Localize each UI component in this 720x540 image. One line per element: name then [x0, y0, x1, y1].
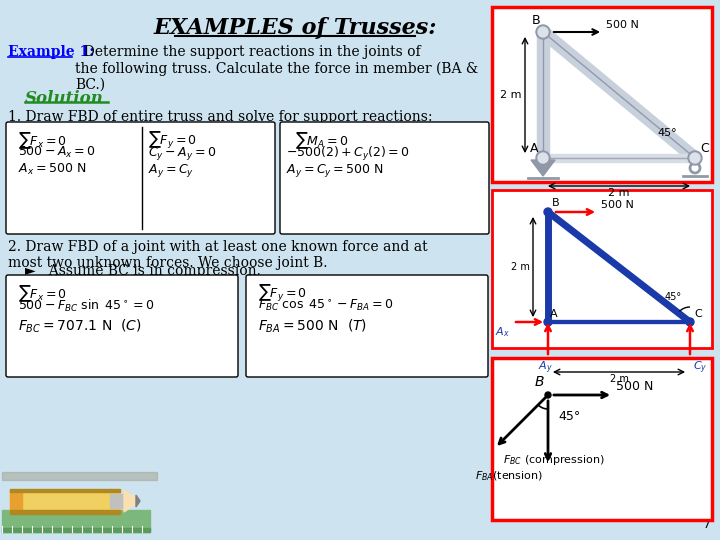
Circle shape — [688, 151, 702, 165]
Text: A: A — [550, 309, 557, 319]
Circle shape — [544, 208, 552, 216]
Text: $F_{BC}$ (compression): $F_{BC}$ (compression) — [503, 453, 605, 467]
Bar — [10, 510, 120, 514]
Text: 500 N: 500 N — [606, 20, 639, 30]
Text: 2. Draw FBD of a joint with at least one known force and at
most two unknown for: 2. Draw FBD of a joint with at least one… — [8, 240, 428, 270]
Text: C: C — [700, 142, 708, 155]
Bar — [10, 490, 22, 512]
Text: $A_y$: $A_y$ — [538, 360, 552, 376]
Text: $500 - A_x = 0$: $500 - A_x = 0$ — [18, 145, 96, 160]
Text: B: B — [531, 14, 540, 27]
Text: Lecture 7: Lecture 7 — [634, 10, 708, 24]
Text: $C_y$: $C_y$ — [693, 360, 708, 376]
Bar — [2, 510, 150, 532]
Text: $F_{BA}$(tension): $F_{BA}$(tension) — [475, 469, 543, 483]
Text: 2 m: 2 m — [500, 90, 521, 100]
Text: C: C — [694, 309, 702, 319]
Text: B: B — [552, 198, 559, 208]
Text: $\sum F_y = 0$: $\sum F_y = 0$ — [148, 130, 197, 151]
Circle shape — [536, 25, 550, 39]
Circle shape — [538, 27, 548, 37]
Bar — [110, 494, 124, 508]
Text: $\sum F_x = 0$: $\sum F_x = 0$ — [18, 283, 67, 303]
FancyBboxPatch shape — [246, 275, 488, 377]
Text: 45°: 45° — [665, 292, 682, 302]
Bar — [10, 490, 120, 512]
Polygon shape — [539, 28, 699, 163]
Polygon shape — [537, 32, 549, 158]
Polygon shape — [136, 495, 140, 507]
Text: $A_x$: $A_x$ — [495, 325, 510, 339]
Text: 7: 7 — [701, 515, 712, 532]
Text: 45°: 45° — [657, 128, 677, 138]
FancyBboxPatch shape — [280, 122, 489, 234]
Text: EXAMPLES of Trusses:: EXAMPLES of Trusses: — [153, 17, 437, 39]
Bar — [2, 472, 157, 480]
Text: 2 m: 2 m — [610, 374, 629, 384]
Text: 2 m: 2 m — [511, 262, 530, 272]
Text: $F_{BC} = 707.1\ \mathrm{N}\ \ (C)$: $F_{BC} = 707.1\ \mathrm{N}\ \ (C)$ — [18, 318, 142, 335]
Text: Determine the support reactions in the joints of
the following truss. Calculate : Determine the support reactions in the j… — [75, 45, 478, 92]
Text: $\sum F_x = 0$: $\sum F_x = 0$ — [18, 130, 67, 151]
Text: $A_y = C_y$: $A_y = C_y$ — [148, 162, 194, 179]
FancyBboxPatch shape — [492, 190, 712, 348]
Polygon shape — [124, 490, 140, 512]
Text: $500 - F_{BC}\ \sin\ 45^\circ = 0$: $500 - F_{BC}\ \sin\ 45^\circ = 0$ — [18, 298, 155, 314]
Text: 500 N: 500 N — [616, 380, 653, 393]
FancyBboxPatch shape — [492, 358, 712, 520]
Circle shape — [686, 318, 694, 326]
FancyBboxPatch shape — [6, 122, 275, 234]
Text: $A_x = 500\ \mathrm{N}$: $A_x = 500\ \mathrm{N}$ — [18, 162, 86, 177]
Text: Solution: Solution — [25, 90, 104, 107]
Text: 500 N: 500 N — [601, 200, 634, 210]
FancyBboxPatch shape — [6, 275, 238, 377]
Text: 2 m: 2 m — [608, 188, 630, 198]
Text: Example 1:: Example 1: — [8, 45, 94, 59]
Bar — [2, 528, 150, 532]
Text: $\sum M_A = 0$: $\sum M_A = 0$ — [295, 130, 348, 151]
Text: $\sum F_y = 0$: $\sum F_y = 0$ — [258, 283, 307, 304]
Text: $A_y = C_y = 500\ \mathrm{N}$: $A_y = C_y = 500\ \mathrm{N}$ — [286, 162, 384, 179]
Text: A: A — [529, 142, 538, 155]
Polygon shape — [543, 154, 695, 162]
Circle shape — [690, 153, 700, 163]
Text: $C_y - A_y = 0$: $C_y - A_y = 0$ — [148, 145, 216, 162]
Text: $F_{BA} = 500\ \mathrm{N}\ \ (T)$: $F_{BA} = 500\ \mathrm{N}\ \ (T)$ — [258, 318, 367, 335]
Text: 45°: 45° — [558, 410, 580, 423]
Circle shape — [538, 153, 548, 163]
Text: $F_{BC}\ \cos\ 45^\circ - F_{BA} = 0$: $F_{BC}\ \cos\ 45^\circ - F_{BA} = 0$ — [258, 298, 393, 313]
FancyBboxPatch shape — [492, 7, 712, 182]
Text: ►   Assume BC is in compression.: ► Assume BC is in compression. — [25, 264, 261, 278]
Text: B: B — [534, 375, 544, 389]
Bar — [10, 489, 120, 492]
Circle shape — [545, 392, 551, 398]
Polygon shape — [531, 160, 555, 176]
Text: $-500(2) + C_y(2) = 0$: $-500(2) + C_y(2) = 0$ — [286, 145, 410, 163]
Circle shape — [536, 151, 550, 165]
Circle shape — [544, 318, 552, 326]
Text: 1. Draw FBD of entire truss and solve for support reactions:: 1. Draw FBD of entire truss and solve fo… — [8, 110, 433, 124]
